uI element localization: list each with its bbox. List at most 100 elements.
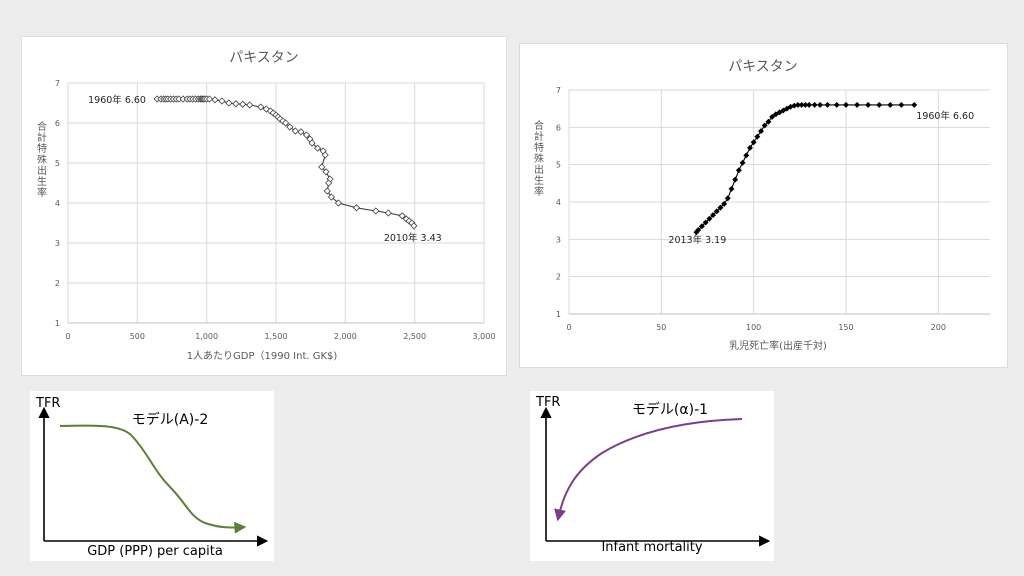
series-line	[695, 104, 915, 233]
data-point	[211, 96, 219, 104]
data-point	[314, 144, 322, 152]
data-point	[758, 128, 765, 135]
data-point	[735, 167, 742, 174]
data-point	[769, 113, 776, 120]
data-point	[732, 176, 739, 183]
x-tick-label: 1,500	[265, 332, 288, 341]
data-annotation: 1960年 6.60	[916, 110, 974, 122]
data-point	[721, 200, 728, 207]
chart-imr-tfr-panel: パキスタン 合計特殊出生率 乳児死亡率(出産千対) 1 2 3 4 5 6 7 0 50 100 1…	[520, 44, 1007, 367]
data-point	[398, 212, 406, 220]
x-axis-label: 乳児死亡率(出産千対)	[729, 339, 827, 352]
model-curve	[554, 418, 743, 522]
data-point	[824, 101, 831, 108]
data-point	[750, 139, 757, 146]
data-point	[218, 97, 226, 105]
data-point	[811, 101, 818, 108]
data-point	[739, 159, 746, 166]
series-line	[157, 98, 415, 227]
y-tick-label: 7	[556, 86, 561, 95]
data-point	[898, 101, 905, 108]
y-tick-label: 4	[55, 199, 60, 208]
data-point	[352, 204, 360, 212]
data-point	[232, 100, 240, 108]
data-point	[776, 109, 783, 116]
data-point	[772, 111, 779, 118]
y-axis-label: TFR	[535, 395, 560, 410]
data-point	[833, 101, 840, 108]
data-point	[794, 101, 801, 108]
chart-imr-tfr: パキスタン 合計特殊出生率 乳児死亡率(出産千対) 1 2 3 4 5 6 7 0 50 100 1…	[534, 59, 990, 352]
model-title: モデル(α)-1	[632, 401, 708, 418]
chart-gdp-tfr-panel: パキスタン 合計特殊出生率 1人あたりGDP（1990 Int. GK$) 1 2…	[22, 37, 506, 375]
data-point	[327, 193, 336, 201]
y-tick-label: 5	[556, 161, 561, 170]
data-point	[724, 195, 731, 202]
x-tick-label: 2,500	[403, 332, 426, 341]
data-point	[282, 119, 290, 127]
model-a2-chart: TFR モデル(A)-2 GDP (PPP) per capita	[35, 396, 269, 559]
data-point	[728, 185, 735, 192]
y-axis-label: TFR	[35, 396, 60, 411]
data-point	[743, 152, 750, 159]
x-tick-label: 150	[838, 323, 853, 332]
data-point	[257, 103, 265, 111]
y-axis-label: 合計特殊出生率	[534, 119, 544, 198]
data-point	[225, 99, 233, 107]
x-axis-label: 1人あたりGDP（1990 Int. GK$)	[187, 350, 338, 362]
data-point	[372, 207, 380, 215]
x-tick-label: 1,000	[195, 332, 218, 341]
y-tick-label: 4	[556, 198, 561, 207]
y-axis-label: 合計特殊出生率	[37, 120, 47, 199]
data-point	[384, 209, 392, 217]
x-tick-label: 100	[746, 323, 761, 332]
data-point	[706, 215, 713, 222]
data-point	[783, 105, 790, 112]
chart-gdp-tfr: パキスタン 合計特殊出生率 1人あたりGDP（1990 Int. GK$) 1 2…	[37, 50, 495, 362]
x-axis-label: Infant mortality	[601, 540, 702, 555]
y-tick-label: 1	[55, 319, 60, 328]
data-annotation: 1960年 6.60	[88, 94, 146, 106]
y-tick-label: 2	[556, 273, 561, 282]
data-point	[246, 101, 254, 109]
data-point	[876, 101, 883, 108]
model-a2-panel: TFR モデル(A)-2 GDP (PPP) per capita	[30, 391, 274, 561]
x-tick-label: 200	[931, 323, 946, 332]
y-tick-label: 6	[55, 119, 60, 128]
data-point	[321, 151, 329, 159]
x-tick-label: 2,000	[334, 332, 357, 341]
data-point	[865, 101, 872, 108]
data-point	[843, 101, 849, 108]
data-point	[297, 128, 305, 136]
data-point	[817, 101, 824, 108]
data-point	[702, 219, 709, 226]
data-point	[761, 122, 768, 129]
data-point	[205, 95, 214, 103]
data-point	[787, 103, 794, 110]
data-point	[302, 131, 311, 139]
chart-title: パキスタン	[229, 50, 299, 66]
model-alpha1-panel: TFR モデル(α)-1 Infant mortality	[530, 391, 774, 561]
data-point	[713, 208, 720, 215]
x-tick-label: 0	[566, 323, 571, 332]
data-annotation: 2010年 3.43	[384, 232, 442, 244]
data-point	[765, 118, 772, 125]
data-point	[410, 222, 418, 230]
data-point	[286, 123, 294, 131]
data-point	[854, 101, 861, 108]
model-title: モデル(A)-2	[132, 411, 208, 428]
data-point	[746, 144, 753, 151]
data-point	[693, 229, 700, 236]
chart-title: パキスタン	[728, 59, 798, 75]
data-point	[717, 204, 724, 211]
data-point	[323, 187, 331, 195]
y-tick-label: 2	[55, 279, 60, 288]
data-point	[911, 101, 918, 108]
data-point	[291, 127, 299, 135]
data-point	[710, 212, 716, 219]
data-point	[308, 139, 316, 147]
y-tick-label: 5	[55, 159, 60, 168]
x-axis-label: GDP (PPP) per capita	[87, 544, 223, 559]
y-tick-label: 1	[556, 310, 561, 319]
x-tick-label: 0	[65, 332, 70, 341]
